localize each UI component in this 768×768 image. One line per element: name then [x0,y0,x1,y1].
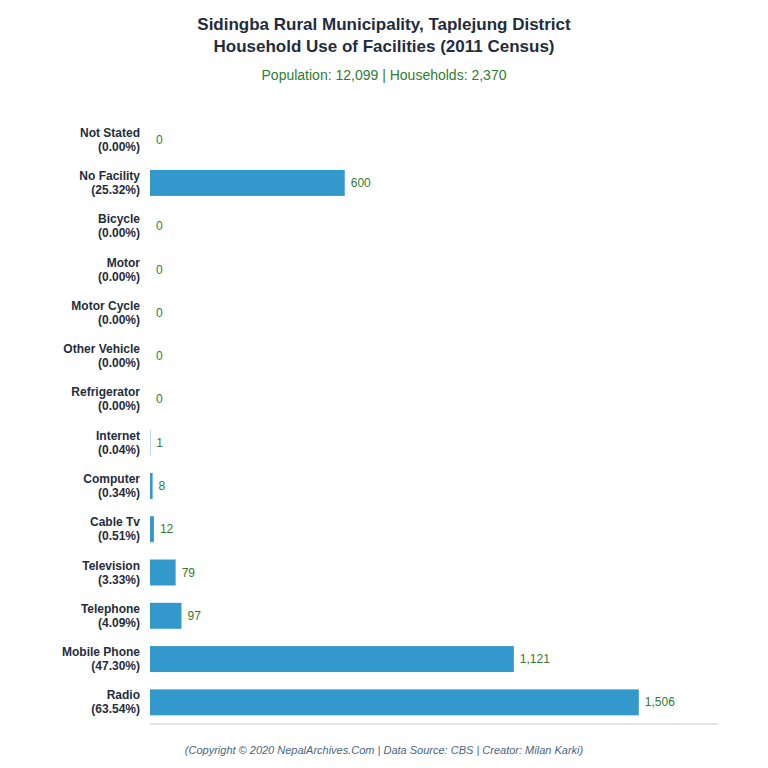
text-line: Not Stated [80,126,140,140]
text-line: (4.09%) [98,616,140,630]
category-label: Internet(0.04%) [96,429,140,457]
text-line: (3.33%) [98,573,140,587]
data-label: 0 [156,392,163,406]
data-label: 8 [159,479,166,493]
category-label: Bicycle(0.00%) [98,212,140,240]
text-line: Mobile Phone [62,645,140,659]
category-label: Motor Cycle(0.00%) [71,299,140,327]
bar [150,127,151,153]
data-label: 79 [182,566,196,580]
data-label: 0 [156,263,163,277]
data-label: 12 [160,522,174,536]
text-line: Internet [96,429,140,443]
bar [150,689,639,715]
text-line: (0.00%) [98,356,140,370]
category-label: Radio(63.54%) [91,688,140,716]
bar [150,257,151,283]
bar [150,646,514,672]
category-label: Computer(0.34%) [83,472,140,500]
text-line: Bicycle [98,212,140,226]
category-label: Mobile Phone(47.30%) [62,645,140,673]
subtitle: Population: 12,099 | Households: 2,370 [262,67,507,83]
bar [150,516,154,542]
data-label: 1 [156,436,163,450]
data-label: 0 [156,219,163,233]
labels: Not Stated(0.00%)0No Facility(25.32%)600… [62,126,675,717]
category-label: Cable Tv(0.51%) [90,515,140,543]
data-label: 1,121 [520,652,550,666]
text-line: Radio [107,688,140,702]
bar [150,473,153,499]
footer: (Copyright © 2020 NepalArchives.Com | Da… [185,744,584,756]
background [0,0,768,768]
x-axis-line [150,724,718,725]
text-line: (47.30%) [91,659,140,673]
data-label: 0 [156,133,163,147]
category-label: Refrigerator(0.00%) [71,385,140,413]
category-label: Television(3.33%) [82,559,140,587]
chart-container: Sidingba Rural Municipality, Taplejung D… [0,0,768,768]
bar [150,430,151,456]
text-line: (0.51%) [98,529,140,543]
page: {"chart_data": { "type": "bar", "orienta… [0,0,768,768]
text-line: (25.32%) [91,183,140,197]
text-line: (0.00%) [98,226,140,240]
text-line: (0.00%) [98,399,140,413]
category-label: Motor(0.00%) [98,256,140,284]
text-line: (0.00%) [98,140,140,154]
bar [150,343,151,369]
text-line: Refrigerator [71,385,140,399]
chart-svg: Sidingba Rural Municipality, Taplejung D… [0,0,768,768]
category-label: Other Vehicle(0.00%) [63,342,140,370]
bar [150,386,151,412]
text-line: (0.04%) [98,443,140,457]
bars [150,170,639,715]
bar [150,603,181,629]
data-label: 0 [156,306,163,320]
title: Sidingba Rural Municipality, Taplejung D… [197,15,571,56]
data-label: 600 [351,176,371,190]
text-line: No Facility [79,169,140,183]
text-line: (0.00%) [98,270,140,284]
text-line: Motor Cycle [71,299,140,313]
text-line: Computer [83,472,140,486]
data-label: 1,506 [645,695,675,709]
text-line: Other Vehicle [63,342,140,356]
title-line: Household Use of Facilities (2011 Census… [213,37,554,56]
bar [150,170,345,196]
category-label: No Facility(25.32%) [79,169,140,197]
bar [150,300,151,326]
category-label: Not Stated(0.00%) [80,126,140,154]
text-line: (0.00%) [98,313,140,327]
text-line: Telephone [81,602,140,616]
data-label: 97 [187,609,201,623]
text-line: Television [82,559,140,573]
bar [150,213,151,239]
text-line: (0.34%) [98,486,140,500]
data-label: 0 [156,349,163,363]
text-line: Motor [107,256,141,270]
category-label: Telephone(4.09%) [81,602,140,630]
text-line: Cable Tv [90,515,140,529]
text-line: (63.54%) [91,702,140,716]
bar [150,560,176,586]
title-line: Sidingba Rural Municipality, Taplejung D… [197,15,571,34]
